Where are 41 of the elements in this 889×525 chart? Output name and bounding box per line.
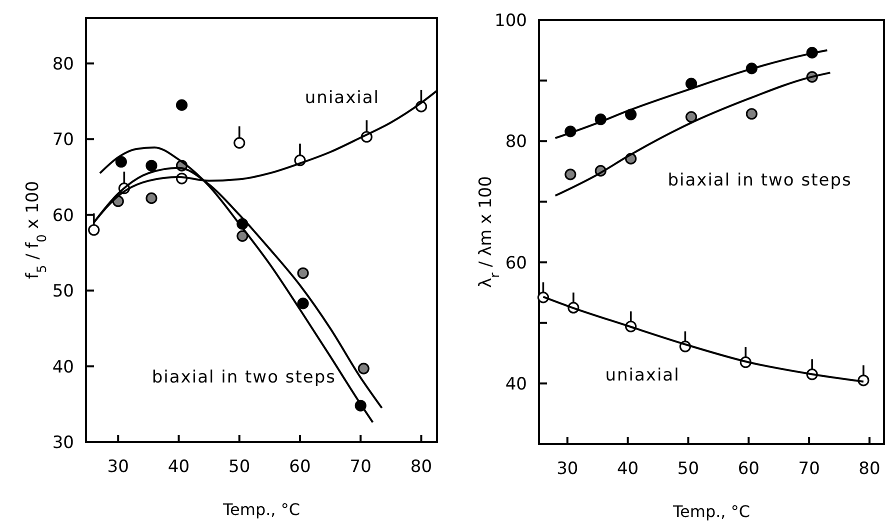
x-tick-label: 60 — [289, 457, 311, 477]
x-axis-title: Temp., °C — [672, 502, 750, 521]
x-tick-label: 60 — [738, 459, 760, 479]
point — [297, 267, 309, 279]
point — [176, 99, 188, 111]
y-tick-label: 100 — [494, 11, 527, 31]
point — [564, 168, 576, 180]
y-tick-label: 80 — [505, 132, 527, 152]
x-tick-label: 40 — [168, 457, 190, 477]
x-tick-label: 70 — [350, 457, 372, 477]
point — [146, 192, 158, 204]
x-tick-label: 30 — [107, 457, 129, 477]
point — [236, 230, 248, 242]
x-tick-label: 80 — [858, 459, 880, 479]
y-tick-label: 70 — [52, 130, 74, 150]
point — [146, 160, 158, 172]
x-tick-label: 50 — [228, 457, 250, 477]
annotation: uniaxial — [605, 365, 680, 386]
y-tick-label: 50 — [52, 282, 74, 302]
annotation: biaxial in two steps — [668, 170, 852, 190]
point — [746, 108, 758, 120]
point — [358, 362, 370, 374]
annotation: biaxial in two steps — [152, 368, 336, 388]
x-tick-label: 40 — [617, 459, 639, 479]
y-tick-label: 40 — [505, 374, 527, 394]
y-tick-label: 30 — [52, 433, 74, 453]
point — [234, 137, 246, 149]
x-tick-label: 50 — [677, 459, 700, 479]
x-axis-title: Temp., °C — [222, 500, 300, 519]
y-tick-label: 60 — [52, 206, 74, 226]
y-tick-label: 40 — [52, 357, 74, 378]
point — [115, 156, 127, 168]
point — [297, 298, 309, 310]
annotation: uniaxial — [304, 88, 380, 108]
y-tick-label: 60 — [505, 253, 527, 274]
x-tick-label: 30 — [556, 459, 578, 479]
x-tick-label: 80 — [410, 457, 432, 477]
point — [88, 224, 100, 236]
x-tick-label: 70 — [798, 459, 820, 479]
y-tick-label: 80 — [52, 54, 74, 74]
point — [685, 111, 698, 123]
